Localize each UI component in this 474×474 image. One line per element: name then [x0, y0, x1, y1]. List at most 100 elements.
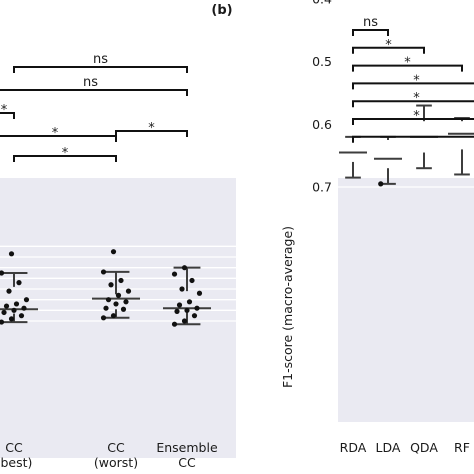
x-tick-label: RF — [454, 440, 470, 455]
data-point — [189, 277, 195, 284]
significance-label: * — [413, 109, 420, 124]
significance-bracket: * — [115, 121, 188, 137]
data-point — [1, 309, 7, 316]
significance-label: ns — [93, 52, 108, 67]
y-tick-label: 0.7 — [312, 180, 332, 195]
significance-bracket: ns — [0, 75, 188, 96]
data-point — [8, 316, 15, 322]
box-cc-worst- — [92, 249, 140, 321]
bracket-line — [13, 155, 117, 162]
data-point — [0, 270, 5, 276]
significance-bracket: * — [0, 103, 15, 119]
significance-label: * — [385, 38, 392, 53]
bracket-line — [0, 89, 188, 96]
bracket-line — [0, 135, 117, 142]
data-point — [108, 282, 114, 288]
x-tick-label: (worst) — [94, 455, 138, 470]
significance-bracket: ns — [352, 15, 389, 36]
significance-label: * — [52, 126, 59, 141]
x-tick-label: CC — [107, 440, 125, 455]
box-ensemble-cc — [163, 265, 211, 327]
x-tick-label: LDA — [376, 440, 401, 455]
data-point — [6, 288, 12, 294]
data-point — [186, 299, 193, 305]
bracket-line — [115, 130, 188, 137]
data-point — [176, 302, 183, 308]
data-point — [103, 305, 109, 311]
data-point — [181, 318, 188, 324]
significance-label: ns — [83, 75, 98, 90]
significance-label: * — [62, 146, 69, 161]
panel-label: (b) — [211, 3, 232, 18]
data-point — [3, 303, 10, 309]
bracket-line — [352, 82, 474, 90]
y-tick-label: 0.6 — [312, 117, 332, 132]
x-tick-label: CC — [5, 440, 23, 455]
data-point — [120, 306, 127, 312]
y-tick-label: 0.5 — [312, 54, 332, 69]
data-point — [110, 249, 117, 255]
bracket-line — [352, 100, 474, 108]
data-point — [125, 288, 132, 294]
significance-label: * — [413, 73, 420, 88]
significance-label: ns — [363, 15, 378, 30]
y-tick-label: 0.4 — [312, 0, 332, 7]
significance-bracket: * — [352, 109, 474, 125]
y-axis-label: F1-score (macro-average) — [280, 226, 295, 388]
significance-label: * — [1, 103, 8, 118]
data-point — [13, 301, 20, 307]
data-point — [21, 305, 27, 311]
significance-bracket — [352, 135, 474, 143]
significance-bracket: * — [352, 91, 474, 108]
data-point — [8, 251, 15, 257]
x-tick-label: Ensemble — [156, 440, 218, 455]
data-point — [194, 305, 200, 311]
bracket-line — [0, 112, 15, 119]
data-point — [23, 297, 30, 303]
data-point — [16, 280, 22, 286]
x-tick-label: (best) — [0, 455, 32, 470]
significance-bracket: * — [352, 38, 425, 54]
right-panel: (b) F1-score (macro-average) 0.4 0.5 0.6 0.… — [211, 0, 474, 455]
data-point — [181, 265, 188, 271]
bracket-line — [13, 66, 188, 73]
box-rda — [339, 135, 367, 179]
bracket-line — [352, 29, 389, 36]
data-point — [100, 269, 107, 275]
data-point — [171, 271, 178, 277]
data-point — [110, 313, 117, 319]
significance-label: * — [413, 91, 420, 106]
data-point — [179, 286, 185, 292]
bracket-line — [352, 64, 463, 72]
data-point — [11, 307, 17, 313]
data-point — [378, 181, 384, 187]
data-point — [171, 321, 178, 327]
data-point — [100, 315, 107, 321]
significance-bracket: * — [352, 56, 463, 72]
box-lda — [374, 135, 402, 187]
data-point — [196, 290, 203, 296]
box-cc-best- — [0, 251, 38, 325]
significance-label: * — [148, 121, 155, 136]
data-point — [105, 297, 112, 303]
data-point — [123, 299, 129, 305]
data-point — [113, 301, 119, 307]
significance-label: * — [404, 56, 411, 71]
significance-bracket: * — [352, 73, 474, 90]
data-point — [191, 313, 198, 319]
data-point — [0, 319, 5, 325]
data-point — [174, 308, 180, 314]
data-point — [184, 307, 190, 313]
data-point — [18, 313, 25, 319]
x-tick-label: QDA — [410, 440, 438, 455]
bracket-line — [352, 135, 474, 143]
significance-bracket: ns — [13, 52, 188, 73]
data-point — [118, 277, 124, 284]
significance-bracket: * — [0, 126, 117, 142]
data-point — [115, 292, 122, 298]
bracket-line — [352, 46, 425, 54]
plot-area — [338, 178, 474, 422]
significance-bracket: * — [13, 146, 117, 162]
